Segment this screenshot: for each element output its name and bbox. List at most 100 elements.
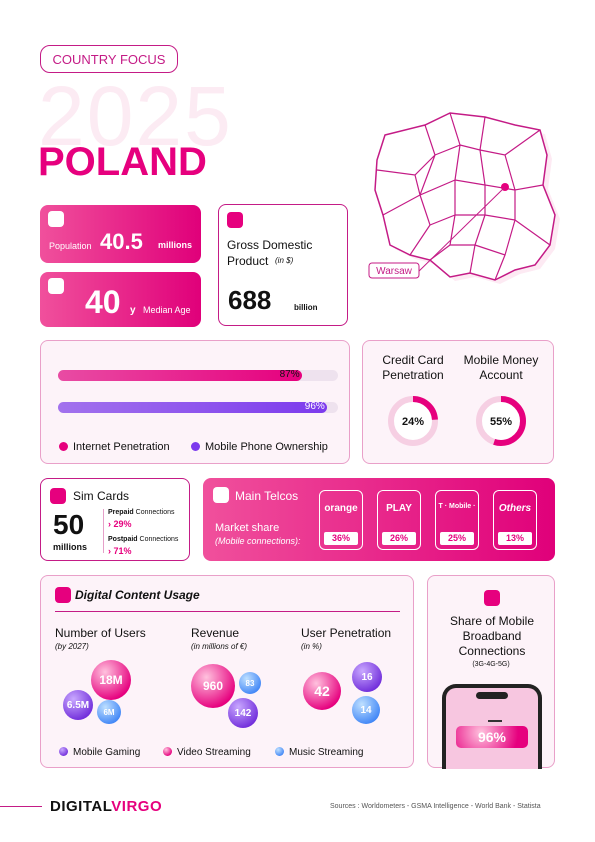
age-value: 40: [85, 284, 121, 320]
donut-title: Credit Card Penetration: [382, 353, 444, 382]
gdp-value: 688: [228, 285, 272, 315]
badge-text: COUNTRY FOCUS: [52, 52, 166, 67]
bar: [58, 370, 302, 381]
broadband-title: Share of Mobile Broadband Connections: [449, 614, 535, 658]
group-note: (in %): [301, 642, 322, 651]
gdp-note: (in $): [275, 256, 294, 265]
badge: COUNTRY FOCUS: [40, 45, 178, 73]
donut-label: 55%: [489, 416, 513, 428]
content-title: Digital Content Usage: [75, 588, 200, 602]
legend-item: Mobile Gaming: [59, 747, 140, 758]
map: Warsaw: [368, 112, 560, 284]
sim-unit: millions: [53, 542, 88, 552]
bubble: 42: [303, 672, 341, 710]
operator-share: 36%: [324, 532, 358, 545]
bubble: 14: [352, 696, 380, 724]
telcos-note: (Mobile connections):: [215, 536, 301, 546]
bubble: 18M: [91, 660, 131, 700]
bar-label: 87%: [279, 369, 300, 380]
population-unit: millions: [158, 240, 193, 250]
sim-word: Connections: [135, 509, 175, 516]
broadband-value: 96%: [456, 726, 528, 748]
legend-item: Mobile Phone Ownership: [191, 441, 328, 453]
age-unit: y: [130, 305, 136, 316]
legend-item: Video Streaming: [163, 747, 251, 758]
sim-type: Prepaid: [108, 509, 134, 516]
legend-item: Music Streaming: [275, 747, 363, 758]
donut-title: Mobile Money Account: [463, 353, 539, 382]
finance-panel: Credit Card Penetration 24% Mobile Money A…: [362, 340, 554, 464]
bar: [58, 402, 327, 413]
sim-card: Sim Cards 50 millions Prepaid Connection…: [40, 478, 190, 561]
bubble: 16: [352, 662, 382, 692]
bubble: 142: [228, 698, 258, 728]
population-card: Population 40.5 millions: [40, 205, 201, 263]
country: POLAND: [38, 140, 207, 184]
population-label: Population: [49, 241, 92, 251]
bubble: 6M: [97, 700, 121, 724]
telcos-label: Market share: [215, 522, 280, 534]
group-title: User Penetration: [301, 626, 392, 640]
operator-name: T · Mobile ·: [438, 503, 476, 510]
legend-label: Internet Penetration: [73, 441, 170, 453]
phone: 96%: [442, 684, 542, 769]
bubble: 960: [191, 664, 235, 708]
sim-word: Connections: [139, 536, 179, 543]
operator: PLAY 26%: [377, 490, 421, 550]
group-note: (in millions of €): [191, 642, 248, 651]
sim-type: Postpaid: [108, 536, 138, 543]
operator: T · Mobile · 25%: [435, 490, 479, 550]
brand: DIGITALVIRGO: [50, 798, 162, 815]
donut: [388, 396, 438, 446]
age-card: 40 y Median Age: [40, 272, 201, 327]
operator-share: 26%: [382, 532, 416, 545]
legend-label: Music Streaming: [289, 747, 364, 758]
group-note: (by 2027): [55, 642, 89, 651]
legend-label: Video Streaming: [177, 747, 251, 758]
penetration-panel: 87% 96% Internet Penetration Mobile Phone…: [40, 340, 350, 464]
donut-label: 24%: [401, 416, 425, 428]
legend-item: Internet Penetration: [59, 441, 170, 453]
legend-label: Mobile Gaming: [73, 747, 141, 758]
broadband-note: (3G-4G-5G): [472, 661, 510, 668]
age-label: Median Age: [143, 305, 191, 315]
sim-prepaid-value: › 29%: [108, 519, 132, 529]
sim-title: Sim Cards: [73, 489, 130, 503]
brand-part: VIRGO: [111, 798, 163, 815]
legend-label: Mobile Phone Ownership: [205, 441, 328, 453]
gdp-title: Gross Domestic Product: [227, 238, 313, 268]
operator-name: PLAY: [386, 503, 412, 514]
sim-value: 50: [53, 509, 85, 540]
operator-name: Others: [498, 503, 532, 514]
telcos-title: Main Telcos: [235, 489, 299, 503]
bar-label: 96%: [304, 401, 325, 412]
brand-part: DIGITAL: [50, 798, 112, 815]
operator-share: 13%: [498, 532, 532, 545]
broadband-panel: Share of Mobile Broadband Connections (3…: [427, 575, 555, 769]
group-title: Number of Users: [55, 626, 146, 640]
population-value: 40.5: [100, 229, 143, 254]
year: 2025: [38, 69, 233, 163]
telcos-card: Main Telcos Market share (Mobile connect…: [203, 478, 555, 561]
sim-share: 29%: [113, 519, 132, 529]
group-title: Revenue: [191, 626, 240, 640]
sources: Sources : Worldometers - GSMA Intelligen…: [330, 803, 541, 810]
gdp-card: Gross Domestic Product (in $) 688 billio…: [218, 204, 348, 326]
sim-prepaid: Prepaid Connections: [108, 509, 175, 516]
operator: Others 13%: [493, 490, 537, 550]
donut-arc: [388, 396, 438, 446]
sim-share: 71%: [113, 546, 132, 556]
donut-arc: [476, 396, 526, 446]
gdp-unit: billion: [294, 303, 318, 312]
operator-name: orange: [324, 503, 358, 514]
content-panel: Digital Content Usage Number of Users (b…: [40, 575, 414, 768]
bubble: 6.5M: [63, 690, 93, 720]
operator: orange 36%: [319, 490, 363, 550]
sim-postpaid-value: › 71%: [108, 546, 132, 556]
donut: [476, 396, 526, 446]
map-city: Warsaw: [376, 266, 413, 277]
operator-share: 25%: [440, 532, 474, 545]
sim-postpaid: Postpaid Connections: [108, 536, 178, 543]
bubble: 83: [239, 672, 261, 694]
